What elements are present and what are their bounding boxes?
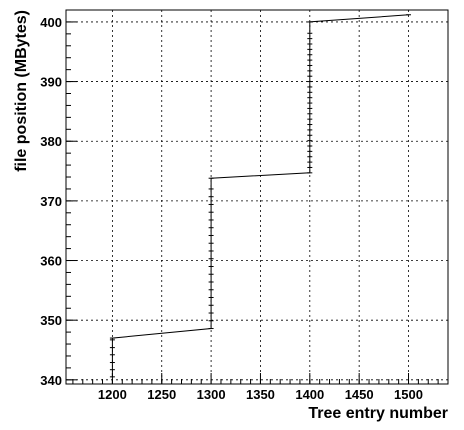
x-tick-label: 1500 xyxy=(394,387,423,402)
x-tick-label: 1400 xyxy=(295,387,324,402)
y-tick-label: 350 xyxy=(40,313,62,328)
grid xyxy=(66,10,448,384)
x-axis-title: Tree entry number xyxy=(308,405,448,422)
y-tick-label: 400 xyxy=(40,15,62,30)
y-tick-label: 390 xyxy=(40,75,62,90)
y-tick-labels: 340 350 360 370 380 390 400 xyxy=(40,15,62,388)
x-tick-label: 1200 xyxy=(98,387,127,402)
x-tick-labels: 1200 1250 1300 1350 1400 1450 1500 xyxy=(98,387,423,402)
series xyxy=(109,14,412,378)
series-line xyxy=(111,14,409,377)
x-tick-label: 1450 xyxy=(345,387,374,402)
x-tick-label: 1300 xyxy=(197,387,226,402)
y-tick-label: 340 xyxy=(40,373,62,388)
y-tick-label: 360 xyxy=(40,254,62,269)
y-tick-label: 370 xyxy=(40,194,62,209)
axis-ticks xyxy=(66,9,449,384)
y-axis-title: file position (MBytes) xyxy=(13,10,30,172)
x-tick-label: 1250 xyxy=(147,387,176,402)
y-tick-label: 380 xyxy=(40,134,62,149)
x-tick-label: 1350 xyxy=(246,387,275,402)
plot-frame xyxy=(65,9,449,385)
